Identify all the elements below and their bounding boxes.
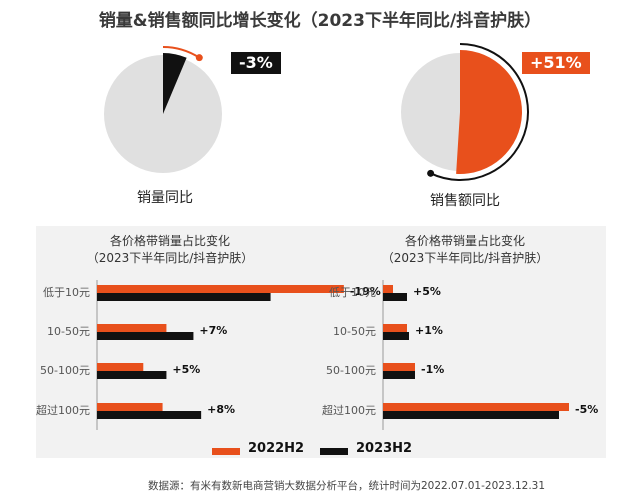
legend-swatch-2022h2 bbox=[212, 448, 240, 455]
bar-chart-2-bar-2022h2 bbox=[383, 403, 569, 411]
volume-pie-label: 销量同比 bbox=[137, 190, 193, 206]
data-source-footer: 数据源：有米有数新电商营销大数据分析平台，统计时间为2022.07.01-202… bbox=[148, 480, 546, 492]
bar-chart-1-category-label: 50-100元 bbox=[40, 364, 90, 377]
bar-chart-2-bar-2023h2 bbox=[383, 293, 407, 301]
bar-chart-2-change-label: -1% bbox=[421, 363, 444, 376]
bar-chart-1-bar-2022h2 bbox=[97, 324, 167, 332]
bar-chart-1-bar-2022h2 bbox=[97, 285, 344, 293]
bar-chart-2-change-label: +1% bbox=[415, 324, 443, 337]
bar-chart-1-title-line: 各价格带销量占比变化 bbox=[109, 234, 230, 248]
bar-chart-2-category-label: 超过100元 bbox=[322, 403, 376, 417]
bar-chart-1-bar-2022h2 bbox=[97, 363, 144, 371]
bar-chart-2-category-label: 低于10元 bbox=[329, 286, 376, 299]
bar-chart-1-bar-2023h2 bbox=[97, 371, 167, 379]
sales-change-badge: +51% bbox=[522, 52, 590, 74]
bar-chart-1-category-label: 低于10元 bbox=[43, 286, 90, 299]
bar-chart-1-bar-2023h2 bbox=[97, 293, 271, 301]
page-title: 销量&销售额同比增长变化（2023下半年同比/抖音护肤） bbox=[98, 11, 542, 31]
bar-chart-1-category-label: 超过100元 bbox=[36, 403, 90, 417]
bar-chart-1-change-label: +8% bbox=[207, 403, 235, 416]
bar-chart-1-change-label: +5% bbox=[172, 363, 200, 376]
legend-label-2022h2: 2022H2 bbox=[248, 441, 305, 456]
bar-chart-1-change-label: +7% bbox=[199, 324, 227, 337]
volume-change-badge: -3% bbox=[231, 52, 281, 74]
bar-chart-2-subtitle: （2023下半年同比/抖音护肤） bbox=[381, 251, 549, 265]
bar-chart-1-title: 各价格带销量占比变化 （2023下半年同比/抖音护肤） bbox=[55, 233, 285, 267]
pie-sales-arc-dot bbox=[427, 169, 435, 177]
bar-chart-2-bar-2022h2 bbox=[383, 285, 393, 293]
bar-chart-2-category-label: 10-50元 bbox=[333, 325, 376, 338]
bar-chart-1-bar-2022h2 bbox=[97, 403, 163, 411]
bar-chart-2-change-label: -5% bbox=[575, 403, 598, 416]
bar-chart-1-bar-2023h2 bbox=[97, 332, 194, 340]
sales-pie-label: 销售额同比 bbox=[430, 193, 500, 209]
bar-chart-2-title: 各价格带销量占比变化 （2023下半年同比/抖音护肤） bbox=[350, 233, 580, 267]
bar-chart-2-bar-2022h2 bbox=[383, 324, 407, 332]
pie-volume-slice bbox=[163, 53, 187, 114]
bar-chart-2-bar-2023h2 bbox=[383, 332, 409, 340]
bar-chart-1-subtitle: （2023下半年同比/抖音护肤） bbox=[86, 251, 254, 265]
pie-sales-slice bbox=[456, 50, 523, 174]
bar-chart-2-bar-2023h2 bbox=[383, 411, 559, 419]
bar-chart-2-bar-2023h2 bbox=[383, 371, 415, 379]
legend-label-2023h2: 2023H2 bbox=[356, 441, 413, 456]
pie-volume-arc-dot bbox=[195, 54, 203, 62]
bar-charts-panel bbox=[36, 226, 606, 458]
pie-sales-arc bbox=[430, 43, 529, 181]
bar-chart-1-change-label: -19% bbox=[350, 285, 381, 298]
legend-swatch-2023h2 bbox=[320, 448, 348, 455]
bar-chart-2-title-line: 各价格带销量占比变化 bbox=[404, 234, 525, 248]
pie-chart-sales bbox=[401, 43, 529, 181]
bar-chart-1-bar-2023h2 bbox=[97, 411, 202, 419]
bar-chart-1-category-label: 10-50元 bbox=[47, 325, 90, 338]
bar-chart-2-bar-2022h2 bbox=[383, 363, 415, 371]
bar-chart-2-category-label: 50-100元 bbox=[326, 364, 376, 377]
bar-chart-2-change-label: +5% bbox=[413, 285, 441, 298]
pie-chart-volume bbox=[104, 46, 222, 173]
